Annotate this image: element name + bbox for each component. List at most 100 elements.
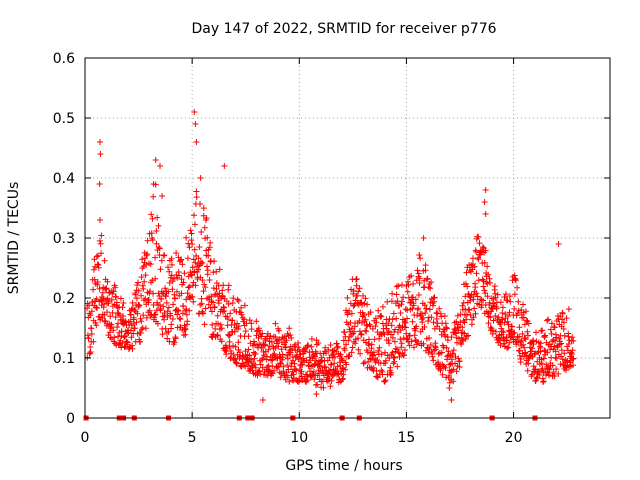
data-point (555, 241, 562, 247)
data-point (398, 301, 405, 308)
data-point (558, 347, 565, 354)
data-point (94, 279, 101, 285)
data-point (482, 290, 489, 297)
data-point (538, 360, 545, 367)
data-point (170, 301, 177, 308)
data-point (385, 320, 392, 327)
data-point (280, 368, 287, 375)
data-point (436, 305, 443, 312)
data-point (242, 363, 249, 370)
data-point (184, 318, 191, 325)
data-point (106, 329, 113, 336)
data-point (132, 291, 139, 298)
data-point (252, 364, 259, 371)
data-point (471, 263, 478, 270)
data-point (320, 384, 327, 391)
x-axis-label: GPS time / hours (285, 458, 402, 474)
data-point (364, 349, 371, 356)
data-point (402, 324, 409, 331)
data-point (379, 320, 386, 327)
data-point (233, 360, 240, 367)
data-point (124, 339, 131, 346)
x-tick-label: 20 (505, 430, 523, 446)
data-point (519, 331, 526, 337)
data-point (110, 288, 117, 295)
data-point (245, 346, 252, 353)
data-point (281, 333, 288, 340)
data-point (456, 364, 463, 370)
data-point (101, 301, 107, 308)
data-point (150, 181, 157, 187)
data-point (443, 325, 450, 332)
data-point (443, 324, 450, 331)
data-point (191, 212, 197, 219)
data-point (415, 292, 422, 298)
data-point (433, 309, 440, 316)
data-point (279, 354, 286, 361)
data-point (510, 330, 517, 337)
data-point (276, 327, 282, 334)
data-point (235, 326, 241, 332)
data-point (520, 341, 527, 348)
data-point (93, 253, 100, 260)
data-point (334, 363, 341, 370)
data-point (178, 256, 185, 263)
data-point (146, 307, 153, 314)
data-point (481, 199, 488, 205)
data-point (416, 252, 423, 258)
data-point (388, 298, 395, 305)
data-point (382, 357, 389, 364)
data-point (286, 325, 293, 332)
data-point (176, 315, 183, 322)
data-point (491, 283, 498, 290)
data-point (210, 285, 217, 292)
data-point (415, 305, 422, 312)
data-point (168, 321, 175, 328)
data-point (135, 287, 142, 294)
data-point (322, 344, 329, 351)
data-point (87, 349, 94, 355)
data-point (97, 217, 103, 223)
data-point (484, 280, 491, 287)
data-point (247, 340, 254, 347)
data-point (484, 310, 491, 317)
data-point (393, 315, 400, 322)
data-point (463, 280, 469, 287)
data-point (98, 232, 105, 239)
data-point (140, 312, 147, 319)
data-point (388, 322, 395, 329)
data-point (193, 188, 200, 195)
data-point (137, 330, 144, 336)
data-point (152, 311, 159, 318)
data-point (230, 295, 237, 302)
data-point (117, 295, 124, 302)
data-point (389, 349, 396, 356)
data-point (372, 323, 379, 330)
data-point (256, 367, 263, 374)
data-point (313, 391, 320, 397)
data-point (184, 255, 191, 262)
data-point (93, 304, 99, 311)
y-tick-label: 0.5 (53, 111, 75, 127)
data-point (334, 343, 341, 350)
data-point (327, 367, 334, 374)
data-point (446, 385, 453, 391)
data-point (144, 251, 151, 257)
data-point (482, 187, 489, 193)
data-point (381, 331, 388, 338)
data-point (533, 329, 539, 336)
data-point (346, 353, 353, 359)
data-point (484, 263, 491, 270)
data-point (272, 334, 279, 340)
data-point (182, 326, 189, 333)
data-point (539, 327, 546, 334)
data-point (93, 322, 100, 329)
data-point (329, 373, 336, 380)
data-point (465, 332, 472, 339)
data-point (410, 280, 417, 287)
data-point (166, 268, 173, 275)
data-point (522, 308, 529, 315)
data-point (328, 361, 335, 368)
data-point (137, 315, 144, 322)
data-point (257, 361, 264, 368)
